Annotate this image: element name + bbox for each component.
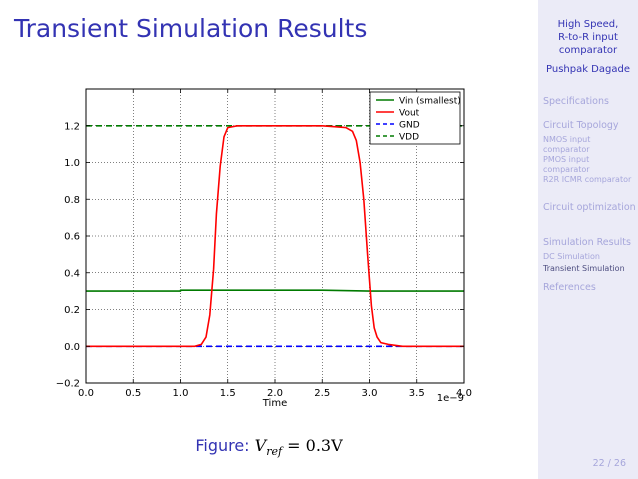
- y-tick-label: 1.0: [64, 158, 80, 169]
- y-tick-label: 0.8: [64, 195, 80, 206]
- x-tick-label: 4.0: [456, 388, 472, 399]
- slide-title: Transient Simulation Results: [14, 14, 368, 43]
- sidebar: High Speed, R-to-R input comparator Push…: [538, 0, 638, 479]
- caption-formula: Vref = 0.3V: [254, 436, 343, 459]
- x-offset-label: 1e−9: [437, 393, 464, 404]
- sidebar-item-simulation-results[interactable]: Simulation Results: [543, 237, 631, 248]
- y-tick-label: 0.4: [64, 268, 80, 279]
- sidebar-subitem-r2r[interactable]: R2R ICMR comparator: [543, 175, 632, 184]
- y-tick-label: 0.2: [64, 305, 80, 316]
- page-number: 22 / 26: [592, 458, 626, 469]
- x-tick-label: 3.0: [362, 388, 378, 399]
- y-tick-label: 0.6: [64, 232, 80, 243]
- sidebar-item-circuit-optimization[interactable]: Circuit optimization: [543, 202, 636, 213]
- x-tick-label: 3.5: [409, 388, 425, 399]
- series-vout-line: [86, 125, 464, 348]
- sidebar-author[interactable]: Pushpak Dagade: [546, 64, 630, 75]
- sidebar-subitem-dc-simulation[interactable]: DC Simulation: [543, 252, 600, 261]
- sidebar-subitem-nmos[interactable]: NMOS input comparator: [543, 135, 591, 154]
- legend-label: Vout: [399, 109, 420, 119]
- x-axis-label: Time: [262, 398, 287, 409]
- y-tick-label: 1.2: [64, 121, 80, 132]
- x-tick-label: 2.0: [267, 388, 283, 399]
- sidebar-title[interactable]: High Speed, R-to-R input comparator: [557, 19, 619, 56]
- sidebar-item-specifications[interactable]: Specifications: [543, 96, 609, 107]
- legend-label: GND: [399, 121, 420, 131]
- axis-ticks: 0.0 0.5 1.0 1.5 2.0 2.5 3.0 3.5 4.0−0.20.00.20.4…: [56, 89, 472, 399]
- legend-label: VDD: [399, 133, 419, 143]
- legend-label: Vin (smallest): [399, 97, 461, 107]
- series-vin-smallest-line: [86, 289, 464, 292]
- x-tick-label: 1.0: [173, 388, 189, 399]
- sidebar-subitem-transient-simulation[interactable]: Transient Simulation: [543, 264, 625, 273]
- legend: Vin (smallest) Vout GND VDD: [369, 91, 461, 145]
- transient-chart: 0.0 0.5 1.0 1.5 2.0 2.5 3.0 3.5 4.0−0.20.00.20.4…: [56, 88, 472, 409]
- sidebar-item-references[interactable]: References: [543, 282, 596, 293]
- x-tick-label: 0.5: [125, 388, 141, 399]
- sidebar-item-circuit-topology[interactable]: Circuit Topology: [543, 120, 619, 131]
- caption-label: Figure:: [195, 436, 250, 455]
- figure-caption: Figure: Vref = 0.3V: [0, 436, 538, 458]
- sidebar-subitem-pmos[interactable]: PMOS input comparator: [543, 155, 590, 174]
- y-tick-label: 0.0: [64, 342, 80, 353]
- x-tick-label: 1.5: [220, 388, 236, 399]
- x-tick-label: 2.5: [314, 388, 330, 399]
- x-tick-label: 0.0: [78, 388, 94, 399]
- y-tick-label: −0.2: [56, 379, 80, 390]
